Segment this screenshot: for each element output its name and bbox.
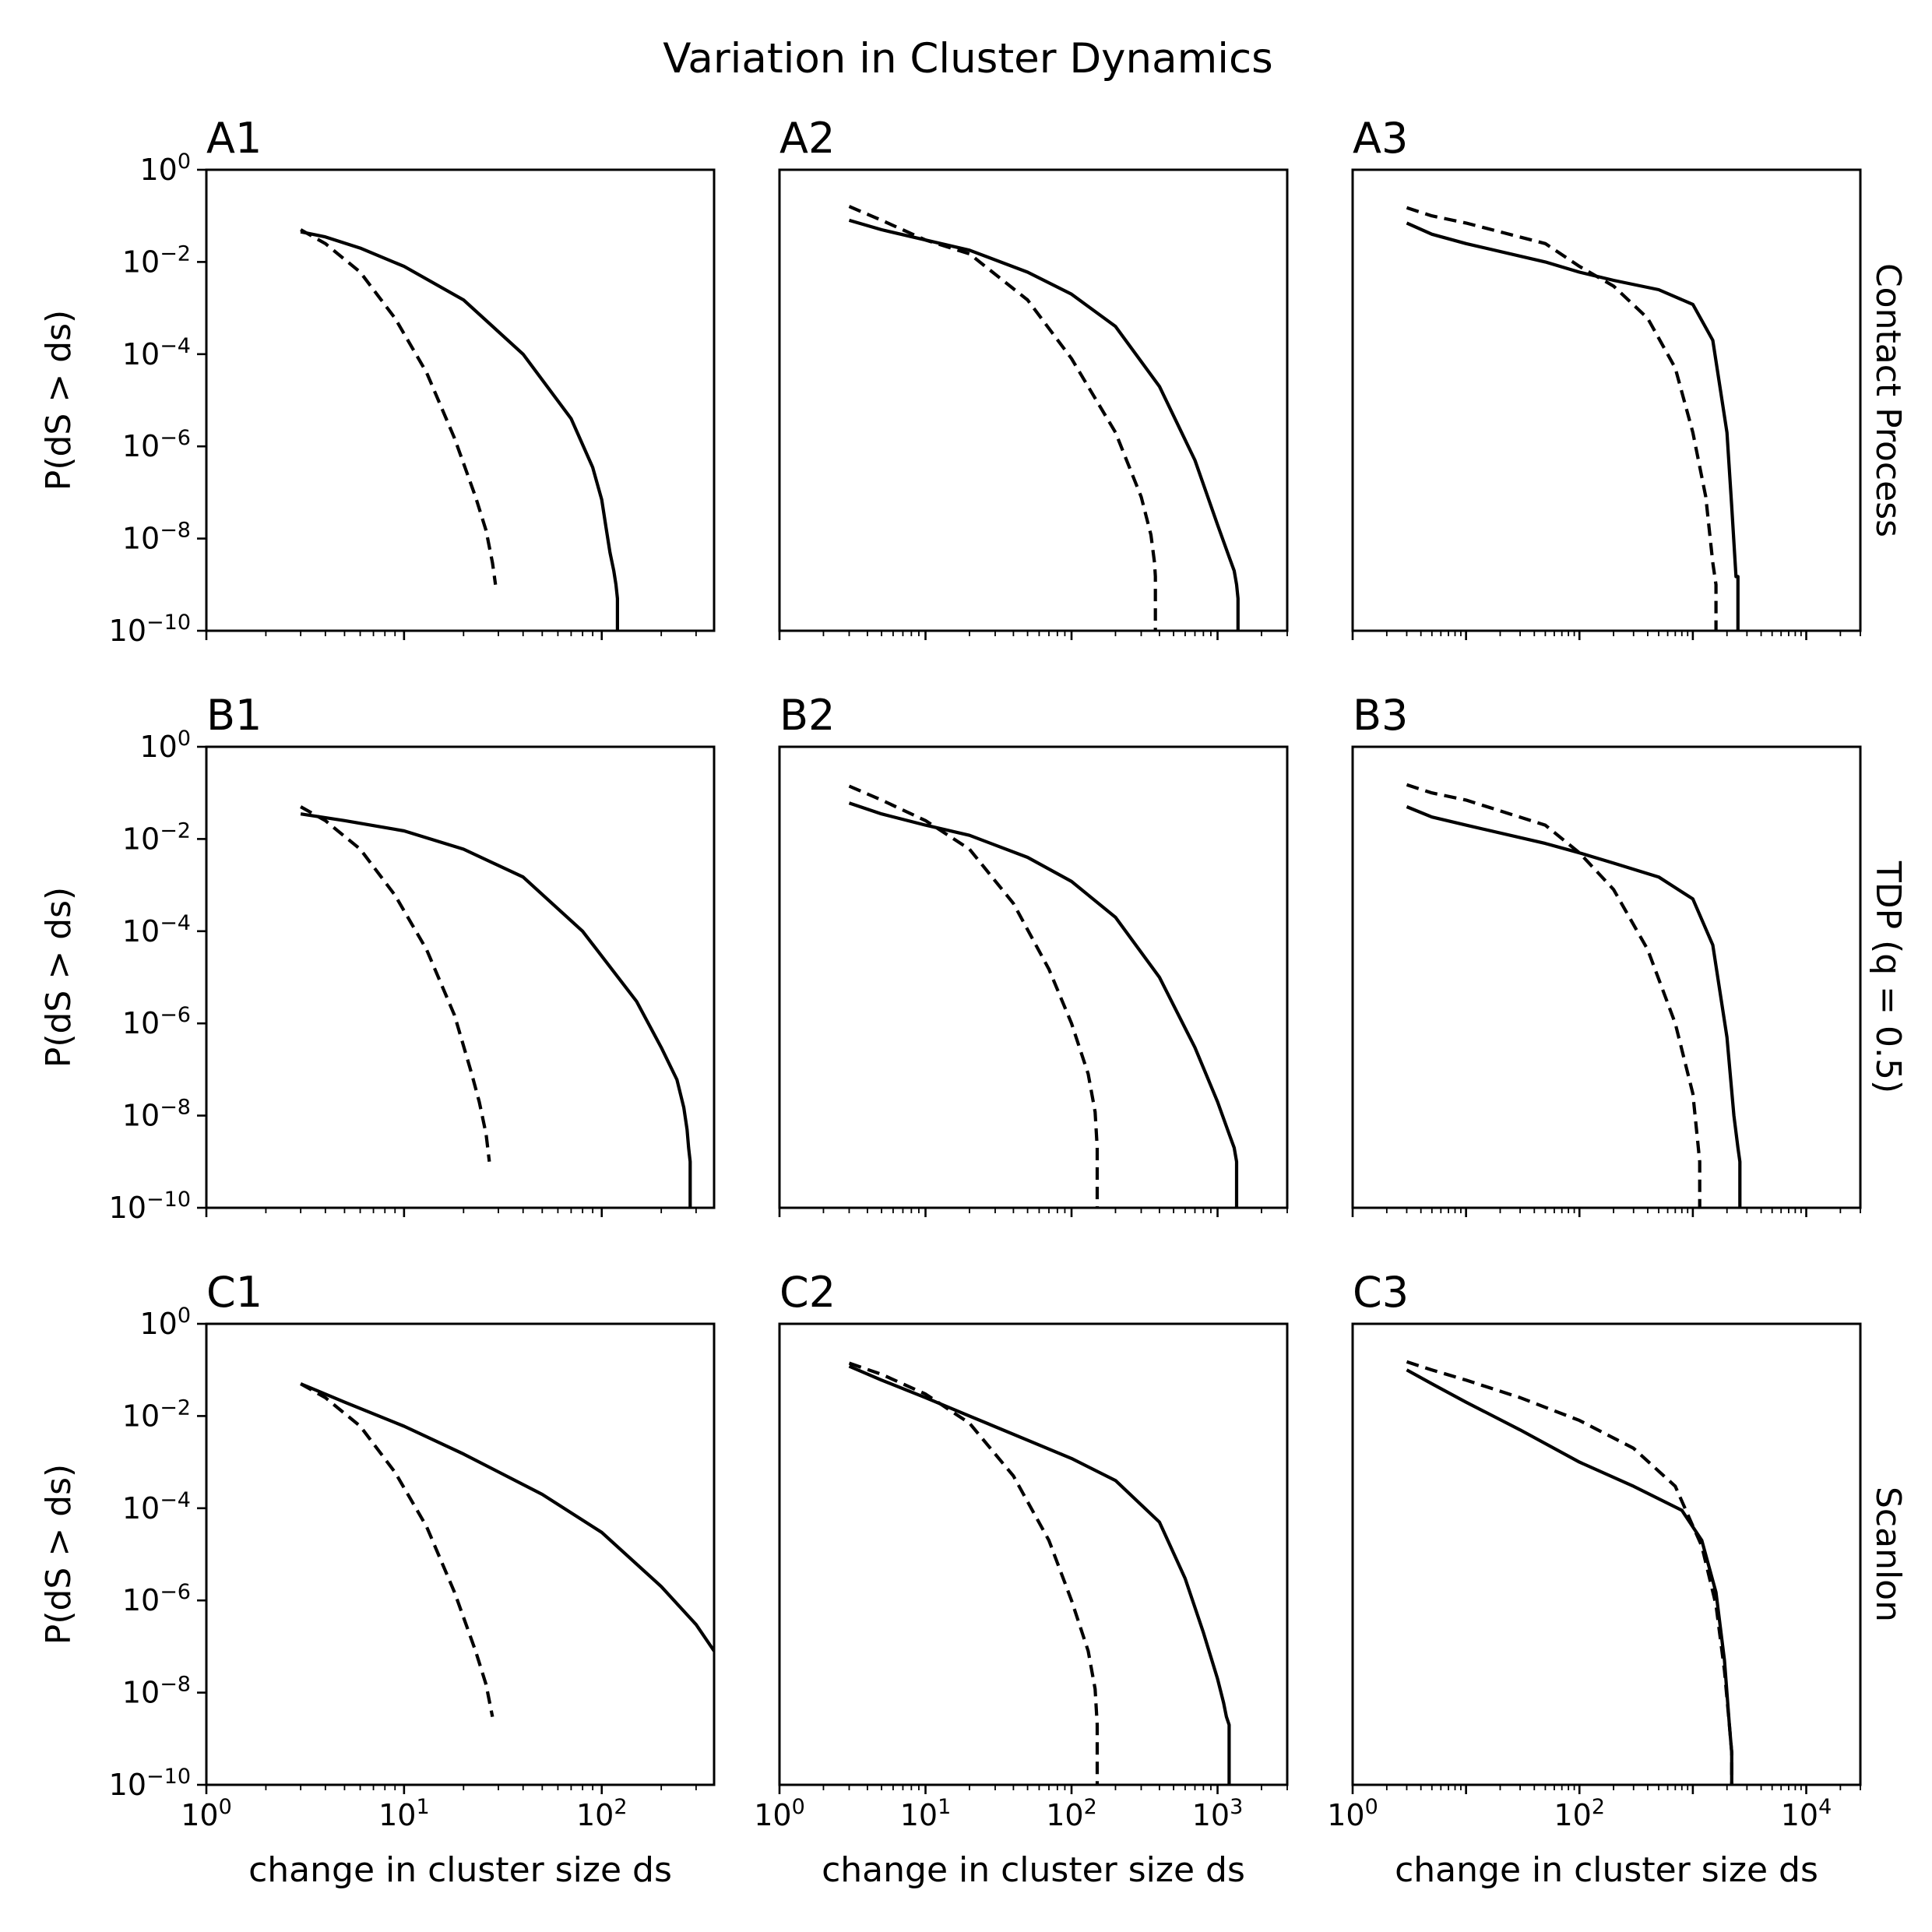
series-dashed-line: [848, 205, 1157, 631]
panel-b2: B2: [778, 691, 1289, 1217]
y-tick-label: 10−8: [122, 1096, 191, 1133]
plot-frame: [778, 745, 1289, 1209]
panel-title-b3: B3: [1353, 691, 1408, 740]
series-solid-line: [300, 230, 619, 631]
series-dashed-line: [300, 805, 491, 1163]
y-tick-label: 10−2: [122, 1395, 191, 1433]
panel-a1: A1 100 10−2 10−4 10−6 10−8 10−10: [109, 114, 716, 648]
row-label: TDP (q = 0.5): [1868, 860, 1908, 1093]
panel-title-a3: A3: [1353, 114, 1408, 163]
x-tick-label: 100: [754, 1795, 805, 1832]
panel-title-a1: A1: [206, 114, 262, 163]
series-solid-line: [300, 1382, 714, 1652]
panel-title-b2: B2: [779, 691, 835, 740]
plot-frame: [1351, 745, 1862, 1209]
plot-frame: [778, 1322, 1289, 1786]
y-axis-label: P(dS > ds): [39, 310, 79, 491]
y-tick-label: 10−6: [122, 1580, 191, 1617]
series-dashed-line: [300, 1382, 494, 1718]
panel-c2: C2 100 101 102 103: [754, 1268, 1289, 1832]
plot-frame: [205, 1322, 716, 1786]
y-tick-label: 100: [139, 727, 191, 764]
x-axis-label: change in cluster size ds: [822, 1850, 1245, 1890]
y-tick-label: 10−10: [109, 1765, 191, 1802]
series-solid-line: [1406, 221, 1740, 631]
y-tick-label: 10−4: [122, 911, 191, 948]
y-tick-label: 100: [139, 1304, 191, 1341]
plot-frame: [778, 168, 1289, 632]
y-tick-label: 10−8: [122, 1673, 191, 1710]
series-dashed-line: [848, 1361, 1100, 1785]
row-labels: Contact Process TDP (q = 0.5) Scanlon: [1868, 263, 1908, 1622]
panel-a3: A3: [1351, 114, 1862, 640]
panel-b3: B3: [1351, 691, 1862, 1217]
plot-frame: [1351, 1322, 1862, 1786]
series-dashed-line: [1406, 206, 1718, 631]
series-dashed-line: [300, 228, 498, 586]
panel-title-c2: C2: [779, 1268, 836, 1317]
panel-c3: C3 100 102 104: [1327, 1268, 1862, 1832]
x-axis-label: change in cluster size ds: [248, 1850, 672, 1890]
panel-title-b1: B1: [206, 691, 262, 740]
x-tick-label: 100: [1327, 1795, 1378, 1832]
plot-frame: [205, 168, 716, 632]
y-tick-label: 10−6: [122, 426, 191, 463]
y-tick-label: 10−10: [109, 1188, 191, 1225]
x-tick-label: 102: [1554, 1795, 1605, 1832]
x-tick-label: 102: [1046, 1795, 1097, 1832]
row-label: Contact Process: [1868, 263, 1908, 537]
panel-b1: B1 100 10−2 10−4 10−6 10−8 10−10: [109, 691, 716, 1225]
y-tick-label: 10−4: [122, 334, 191, 371]
x-axis-label: change in cluster size ds: [1395, 1850, 1818, 1890]
x-tick-label: 103: [1192, 1795, 1244, 1832]
y-tick-label: 10−8: [122, 519, 191, 556]
y-tick-label: 100: [139, 150, 191, 187]
series-solid-line: [300, 812, 692, 1208]
panel-title-c1: C1: [206, 1268, 262, 1317]
x-tick-label: 100: [181, 1795, 232, 1832]
x-tick-label: 104: [1781, 1795, 1832, 1832]
y-tick-label: 10−6: [122, 1003, 191, 1040]
series-solid-line: [1406, 805, 1742, 1208]
y-tick-label: 10−4: [122, 1488, 191, 1526]
panel-grid: A1 100 10−2 10−4 10−6 10−8 10−10 A2 A3 B1 100 10−2 1…: [109, 114, 1862, 1832]
plot-frame: [1351, 168, 1862, 632]
y-axis-labels: P(dS > ds) P(dS > ds) P(dS > ds): [39, 310, 79, 1645]
x-tick-label: 101: [378, 1795, 430, 1832]
plot-frame: [205, 745, 716, 1209]
y-axis-label: P(dS > ds): [39, 887, 79, 1068]
x-tick-label: 101: [900, 1795, 952, 1832]
row-label: Scanlon: [1868, 1487, 1908, 1622]
x-tick-label: 102: [576, 1795, 628, 1832]
series-dashed-line: [848, 784, 1100, 1208]
y-tick-label: 10−2: [122, 818, 191, 856]
y-tick-label: 10−2: [122, 241, 191, 279]
series-dashed-line: [1406, 783, 1701, 1208]
series-solid-line: [848, 801, 1239, 1208]
y-axis-label: P(dS > ds): [39, 1464, 79, 1645]
panel-a2: A2: [778, 114, 1289, 640]
x-axis-labels: change in cluster size ds change in clust…: [248, 1850, 1818, 1890]
panel-title-a2: A2: [779, 114, 835, 163]
y-tick-label: 10−10: [109, 611, 191, 648]
figure-title: Variation in Cluster Dynamics: [663, 35, 1272, 83]
panel-title-c3: C3: [1353, 1268, 1409, 1317]
series-dashed-line: [1406, 1360, 1733, 1785]
